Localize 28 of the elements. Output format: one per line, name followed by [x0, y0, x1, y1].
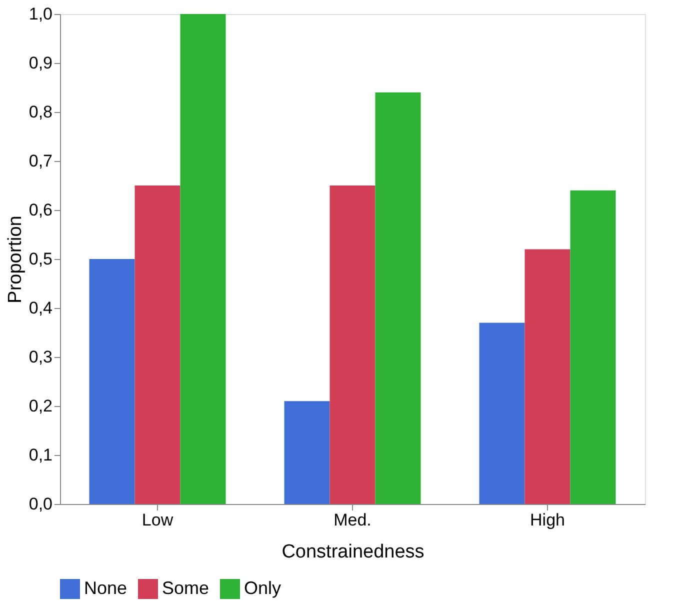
- bar: [524, 249, 570, 504]
- y-tick-label: 0,5: [28, 250, 52, 268]
- legend-label: Only: [244, 578, 282, 598]
- y-tick-label: 0,1: [28, 446, 52, 464]
- y-tick-label: 0,2: [28, 396, 52, 416]
- bar: [89, 259, 135, 504]
- x-tick-label: Med.: [334, 510, 372, 530]
- y-tick-label: 1,0: [28, 4, 52, 24]
- x-axis-title: Constrainedness: [282, 542, 424, 562]
- bar: [479, 322, 525, 504]
- bar: [180, 14, 226, 504]
- bar: [284, 401, 330, 504]
- legend-label: None: [84, 578, 128, 598]
- bar: [375, 92, 421, 504]
- y-tick-label: 0,7: [28, 152, 52, 170]
- bar: [330, 186, 376, 504]
- y-tick-label: 0,8: [28, 102, 52, 122]
- x-tick-label: High: [530, 510, 565, 530]
- bar: [134, 186, 180, 504]
- y-tick-label: 0,4: [28, 298, 52, 318]
- bar: [570, 190, 616, 504]
- y-axis-title: Proportion: [4, 216, 26, 304]
- y-tick-label: 0,3: [28, 348, 52, 366]
- x-tick-label: Low: [142, 510, 174, 530]
- y-tick-label: 0,6: [28, 200, 52, 220]
- y-tick-label: 0,9: [28, 54, 52, 72]
- y-tick-label: 0,0: [28, 494, 52, 514]
- legend-label: Some: [162, 578, 210, 598]
